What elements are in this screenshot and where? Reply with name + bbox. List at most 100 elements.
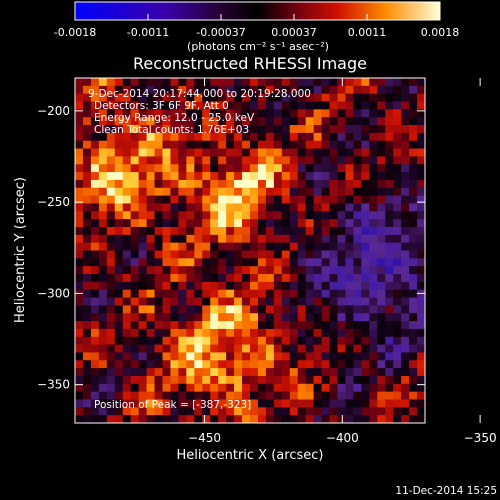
heatmap-cell [417,109,425,118]
heatmap-cell [297,187,307,197]
heatmap-cell [226,258,235,267]
heatmap-cell [218,195,227,204]
heatmap-cell [194,407,203,416]
heatmap-cell [329,195,338,204]
heatmap-cell [369,297,378,306]
heatmap-cell [353,289,362,298]
heatmap-cells [75,78,425,423]
heatmap-cell [162,281,171,291]
heatmap-cell [218,179,227,189]
heatmap-cell [393,391,402,400]
heatmap-cell [75,195,84,204]
heatmap-cell [226,289,235,298]
heatmap-cell [345,132,354,142]
heatmap-cell [194,391,203,400]
heatmap-cell [202,281,211,291]
heatmap-cell [194,258,203,267]
heatmap-cell [138,101,147,110]
heatmap-cell [202,148,211,157]
heatmap-cell [106,234,116,244]
heatmap-cell [98,156,108,165]
heatmap-cell [329,250,338,259]
heatmap-cell [369,109,378,118]
heatmap-cell [106,383,116,393]
heatmap-cell [273,383,283,393]
heatmap-cell [337,313,346,322]
heatmap-cell [194,211,203,220]
heatmap-cell [377,344,386,353]
heatmap-cell [401,258,410,267]
heatmap-cell [82,368,92,377]
heatmap-cell [202,140,211,149]
heatmap-cell [393,336,402,345]
heatmap-cell [138,383,147,393]
heatmap-cell [82,195,92,204]
heatmap-cell [106,226,116,236]
heatmap-cell [417,172,425,181]
heatmap-cell [361,211,370,220]
heatmap-cell [146,109,155,118]
heatmap-cell [234,187,243,197]
heatmap-cell [210,148,219,157]
heatmap-cell [385,187,394,197]
heatmap-cell [186,226,195,236]
heatmap-cell [98,352,108,361]
heatmap-cell [250,313,259,322]
heatmap-cell [210,211,219,220]
heatmap-cell [329,266,338,275]
colorbar-gradient [74,1,441,21]
heatmap-cell [210,328,219,338]
heatmap-cell [353,172,362,181]
heatmap-cell [257,109,267,118]
heatmap-cell [194,125,203,134]
heatmap-cell [377,281,386,291]
heatmap-cell [337,407,346,416]
heatmap-cell [273,85,283,95]
heatmap-cell [98,399,108,408]
heatmap-cell [114,305,124,314]
heatmap-cell [98,187,108,197]
heatmap-cell [122,226,132,236]
heatmap-cell [385,132,394,142]
heatmap-cell [401,179,410,189]
heatmap-cell [273,242,283,251]
heatmap-cell [289,85,299,95]
heatmap-cell [257,156,267,165]
heatmap-cell [186,125,195,134]
heatmap-cell [265,266,275,275]
heatmap-cell [401,266,410,275]
heatmap-cell [250,78,259,87]
heatmap-cell [313,234,322,244]
heatmap-cell [377,117,386,126]
heatmap-cell [90,117,100,126]
heatmap-cell [242,156,251,165]
heatmap-cell [122,266,132,275]
heatmap-cell [186,101,195,110]
heatmap-cell [377,156,386,165]
heatmap-cell [146,321,155,330]
heatmap-cell [106,132,116,142]
heatmap-cell [82,125,92,134]
heatmap-cell [265,250,275,259]
heatmap-cell [417,352,425,361]
heatmap-cell [329,344,338,353]
heatmap-cell [265,242,275,251]
heatmap-cell [250,242,259,251]
heatmap-cell [257,360,267,369]
heatmap-cell [273,140,283,149]
heatmap-cell [401,93,410,102]
heatmap-cell [385,203,394,212]
heatmap-cell [337,203,346,212]
heatmap-cell [170,336,179,345]
heatmap-cell [210,266,219,275]
heatmap-cell [393,321,402,330]
heatmap-cell [122,172,132,181]
heatmap-cell [170,125,179,134]
heatmap-cell [210,258,219,267]
heatmap-cell [146,195,155,204]
heatmap-cell [234,266,243,275]
heatmap-cell [321,266,330,275]
heatmap-cell [98,242,108,251]
heatmap-cell [234,313,243,322]
heatmap-cell [337,211,346,220]
